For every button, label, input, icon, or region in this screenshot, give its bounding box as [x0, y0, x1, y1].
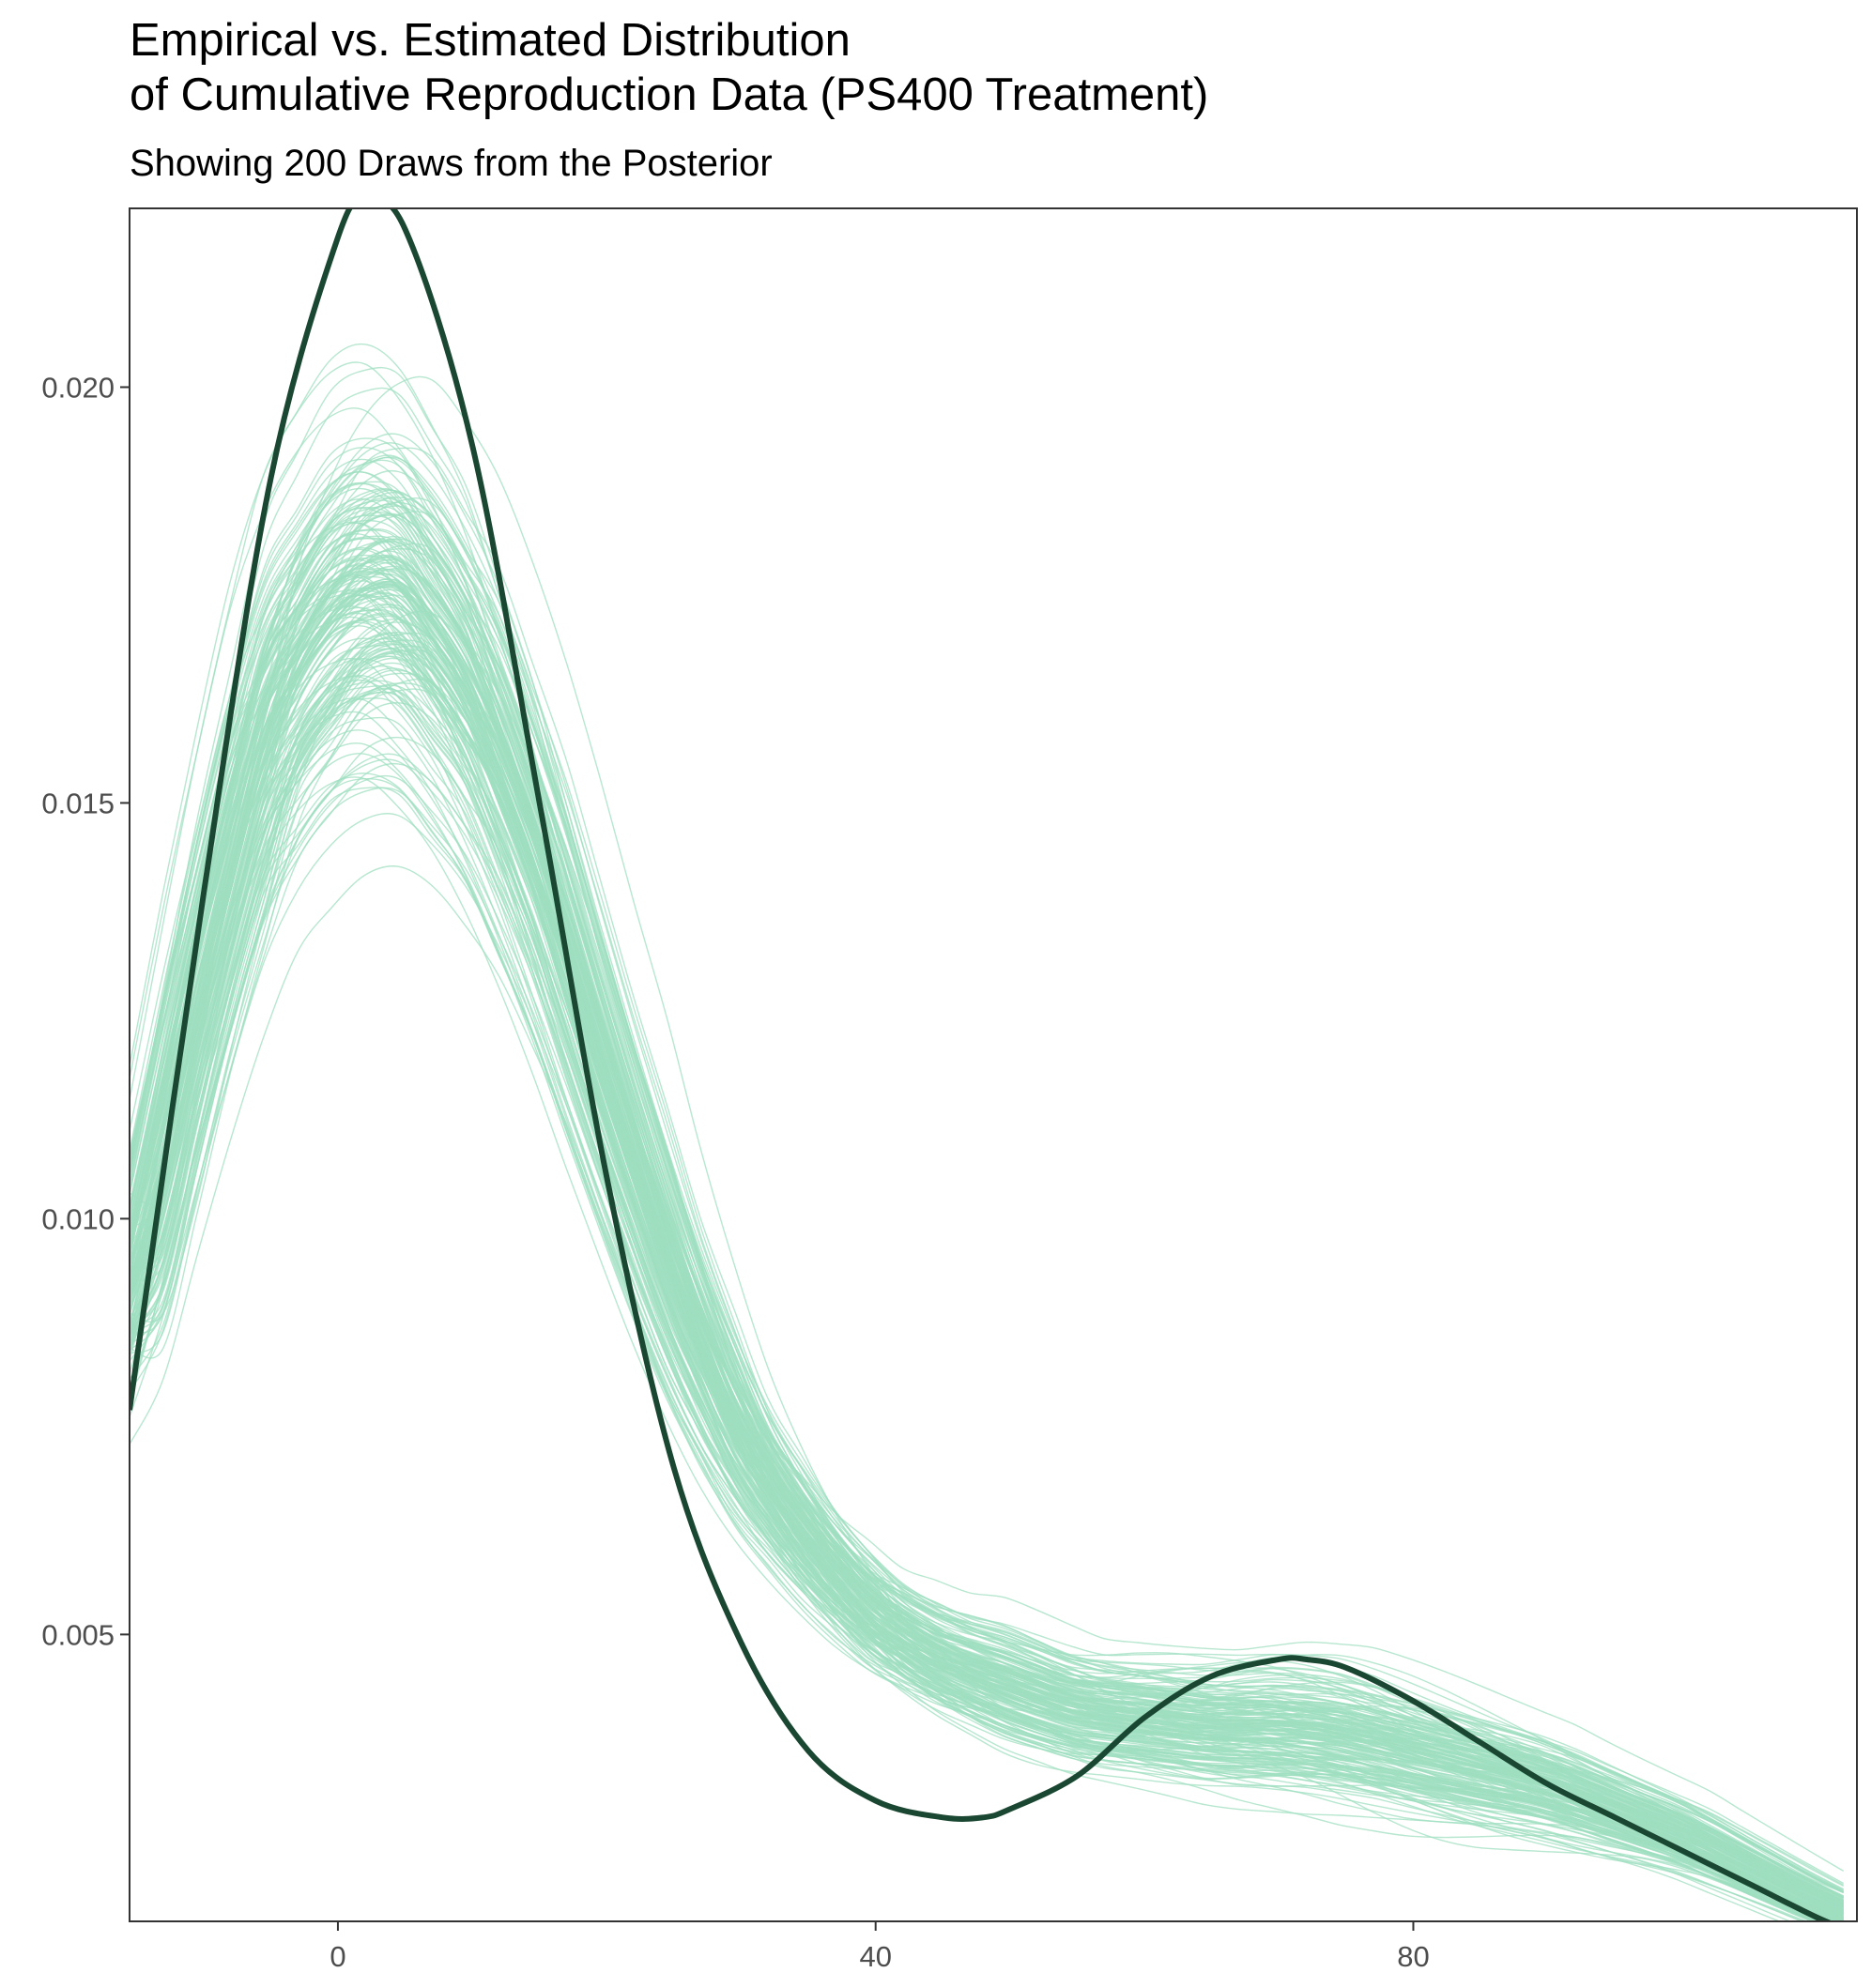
- posterior-draws: [130, 343, 1845, 1921]
- posterior-draw-line: [130, 567, 1835, 1921]
- posterior-draw-line: [130, 667, 1845, 1901]
- posterior-draw-line: [130, 711, 1831, 1921]
- y-tick-label: 0.020: [41, 371, 115, 404]
- posterior-draw-line: [130, 675, 1837, 1921]
- posterior-draw-line: [130, 561, 1844, 1904]
- y-axis: 0.005 0.010 0.015 0.020: [41, 371, 130, 1651]
- y-tick-label: 0.015: [41, 787, 115, 819]
- posterior-draw-line: [130, 447, 1844, 1900]
- posterior-draw-line: [130, 702, 1844, 1920]
- posterior-draw-line: [130, 637, 1845, 1893]
- posterior-draw-line: [130, 543, 1835, 1921]
- chart-subtitle: Showing 200 Draws from the Posterior: [130, 143, 773, 184]
- posterior-draw-line: [130, 594, 1792, 1921]
- posterior-draw-line: [130, 589, 1844, 1912]
- x-tick-label: 0: [330, 1940, 345, 1973]
- posterior-draw-line: [130, 742, 1844, 1915]
- x-tick-label: 40: [859, 1940, 891, 1973]
- posterior-draw-line: [130, 865, 1844, 1919]
- posterior-draw-line: [130, 471, 1844, 1921]
- posterior-draw-line: [130, 580, 1815, 1921]
- posterior-draw-line: [130, 592, 1844, 1915]
- chart-title-line1: Empirical vs. Estimated Distribution: [130, 15, 851, 66]
- posterior-draw-line: [130, 762, 1844, 1910]
- posterior-draw-line: [130, 458, 1844, 1902]
- x-tick-label: 80: [1397, 1940, 1429, 1973]
- posterior-draw-line: [130, 657, 1838, 1921]
- posterior-draw-line: [130, 612, 1844, 1919]
- posterior-draw-line: [130, 679, 1844, 1919]
- posterior-draw-line: [130, 774, 1841, 1921]
- posterior-draw-line: [130, 637, 1809, 1921]
- chart-title-line2: of Cumulative Reproduction Data (PS400 T…: [130, 69, 1209, 120]
- posterior-draw-line: [130, 672, 1839, 1921]
- empirical-density-line: [130, 208, 1833, 1921]
- posterior-draw-line: [130, 521, 1823, 1921]
- posterior-draw-line: [130, 697, 1844, 1921]
- posterior-draw-line: [130, 573, 1843, 1921]
- posterior-draw-line: [130, 648, 1844, 1914]
- posterior-draw-line: [130, 787, 1844, 1911]
- posterior-draw-line: [130, 634, 1844, 1914]
- posterior-draw-line: [130, 558, 1805, 1921]
- posterior-draw-line: [130, 758, 1844, 1913]
- posterior-draw-line: [130, 495, 1844, 1897]
- posterior-draw-line: [130, 583, 1844, 1921]
- posterior-draw-line: [130, 589, 1833, 1921]
- posterior-draw-line: [130, 645, 1845, 1904]
- posterior-draw-line: [130, 691, 1844, 1904]
- posterior-draw-line: [130, 582, 1844, 1917]
- panel-border: [129, 207, 1858, 1922]
- posterior-draw-line: [130, 729, 1844, 1913]
- posterior-draw-line: [130, 685, 1839, 1921]
- posterior-draw-line: [130, 578, 1821, 1921]
- posterior-draw-line: [130, 665, 1844, 1901]
- posterior-draw-line: [130, 522, 1782, 1921]
- chart-title: Empirical vs. Estimated Distribution of …: [130, 13, 1208, 122]
- posterior-draw-line: [130, 777, 1844, 1916]
- posterior-draw-line: [130, 650, 1844, 1904]
- x-axis: 0 40 80: [330, 1921, 1430, 1973]
- posterior-draw-line: [130, 573, 1837, 1921]
- y-tick-label: 0.005: [41, 1618, 115, 1651]
- posterior-draw-line: [130, 682, 1845, 1873]
- y-tick-label: 0.010: [41, 1202, 115, 1235]
- posterior-draw-line: [130, 541, 1844, 1907]
- posterior-draw-line: [130, 492, 1845, 1893]
- posterior-draw-line: [130, 584, 1818, 1921]
- posterior-draw-line: [130, 813, 1844, 1908]
